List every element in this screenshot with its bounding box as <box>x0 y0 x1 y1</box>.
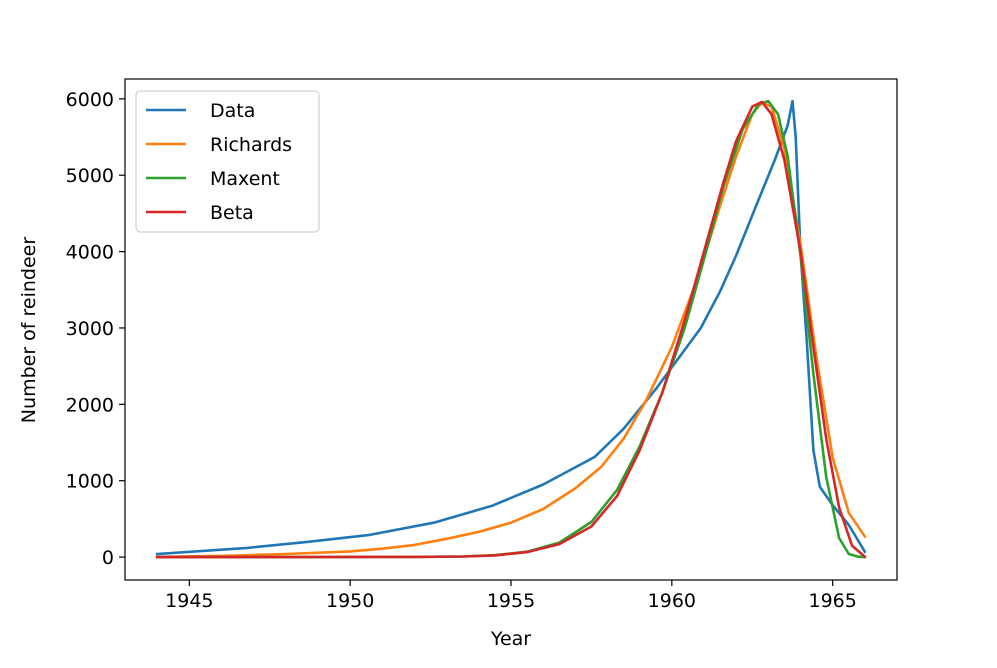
y-tick-label: 4000 <box>66 242 114 264</box>
y-tick-label: 5000 <box>66 165 114 187</box>
series-layer <box>155 99 867 559</box>
y-tick-label: 0 <box>102 547 114 569</box>
legend-box <box>135 90 320 233</box>
legend-label-data: Data <box>210 100 255 122</box>
x-tick-label: 1955 <box>487 590 535 612</box>
series-line-data <box>155 99 867 556</box>
series-line-beta <box>155 100 867 559</box>
y-tick-label: 6000 <box>66 89 114 111</box>
y-tick-label: 1000 <box>66 471 114 493</box>
x-tick-label: 1965 <box>808 590 856 612</box>
x-tick-label: 1950 <box>326 590 374 612</box>
x-tick-label: 1945 <box>165 590 213 612</box>
x-axis: 1945 1950 1955 1960 1965 <box>165 580 857 612</box>
legend-label-richards: Richards <box>210 134 292 156</box>
legend-label-beta: Beta <box>210 202 254 224</box>
y-axis: 0 1000 2000 3000 4000 5000 6000 <box>66 89 125 569</box>
y-tick-label: 2000 <box>66 394 114 416</box>
x-tick-label: 1960 <box>648 590 696 612</box>
legend: Data Richards Maxent Beta <box>135 90 320 233</box>
y-tick-label: 3000 <box>66 318 114 340</box>
y-axis-label: Number of reindeer <box>18 237 40 424</box>
x-axis-label: Year <box>490 628 531 650</box>
legend-label-maxent: Maxent <box>210 168 280 190</box>
